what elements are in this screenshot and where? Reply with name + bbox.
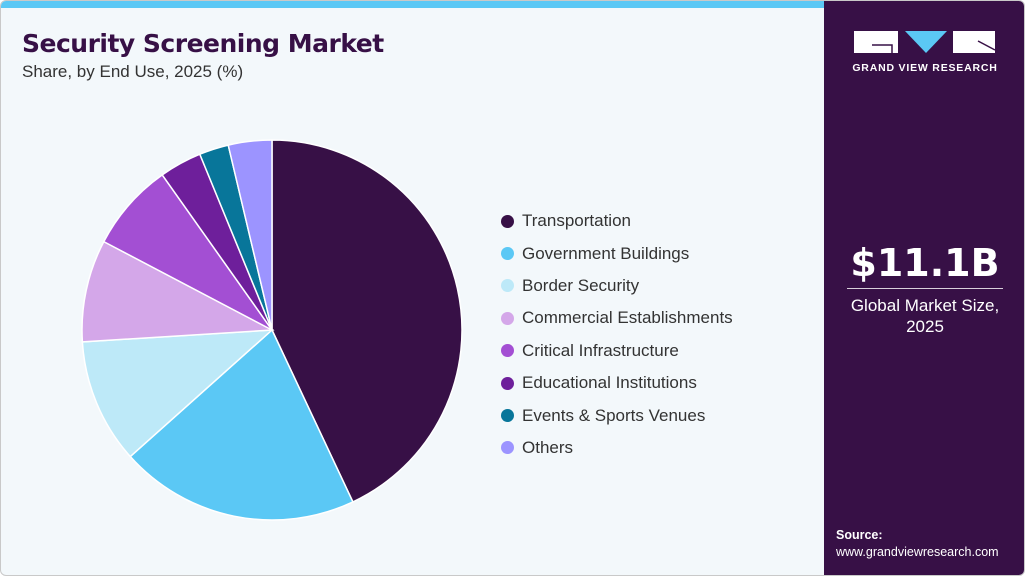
legend-item: Government Buildings	[501, 237, 733, 269]
legend-label: Border Security	[522, 275, 640, 295]
market-size-value: $11.1B	[850, 241, 1000, 285]
market-size-caption: Global Market Size, 2025	[824, 295, 1024, 337]
legend-item: Commercial Establishments	[501, 302, 733, 334]
grand-view-research-logo	[854, 31, 996, 53]
legend-marker	[501, 214, 514, 228]
legend-marker	[501, 344, 514, 358]
pie-chart	[81, 139, 463, 521]
chart-subtitle: Share, by End Use, 2025 (%)	[22, 62, 244, 81]
chart-title: Security Screening Market	[22, 29, 384, 58]
legend-label: Transportation	[522, 211, 631, 231]
legend-label: Educational Institutions	[522, 373, 697, 393]
legend-label: Government Buildings	[522, 243, 690, 263]
legend-item: Transportation	[501, 205, 733, 237]
legend: Transportation Government Buildings Border…	[501, 205, 733, 464]
legend-marker	[501, 441, 514, 455]
legend-item: Others	[501, 432, 733, 464]
legend-marker	[501, 311, 514, 325]
sidebar-panel: GRAND VIEW RESEARCH $11.1B Global Market…	[824, 1, 1024, 575]
pie-slice-commercial-establishments	[81, 240, 275, 343]
legend-label: Others	[522, 437, 574, 457]
legend-item: Events & Sports Venues	[501, 399, 733, 431]
legend-label: Events & Sports Venues	[522, 405, 706, 425]
accent-bar	[1, 1, 824, 8]
pie-slice-government-buildings	[129, 328, 354, 521]
legend-item: Educational Institutions	[501, 367, 733, 399]
legend-marker	[501, 376, 514, 390]
source-label: Source:	[836, 528, 883, 542]
pie-slice-others	[227, 139, 273, 331]
legend-label: Critical Infrastructure	[522, 340, 679, 360]
caption-line-2: 2025	[906, 317, 944, 336]
source: Source: www.grandviewresearch.com	[836, 527, 999, 561]
legend-marker	[501, 247, 514, 261]
legend-marker	[501, 279, 514, 293]
divider	[847, 288, 1003, 289]
pie-slice-border-security	[81, 329, 275, 458]
caption-line-1: Global Market Size,	[850, 296, 1000, 315]
source-link[interactable]: www.grandviewresearch.com	[836, 545, 999, 559]
legend-label: Commercial Establishments	[522, 308, 733, 328]
pie-slice-transportation	[271, 139, 463, 503]
legend-item: Critical Infrastructure	[501, 335, 733, 367]
legend-marker	[501, 409, 514, 423]
legend-item: Border Security	[501, 270, 733, 302]
logo-text: GRAND VIEW RESEARCH	[852, 62, 998, 74]
